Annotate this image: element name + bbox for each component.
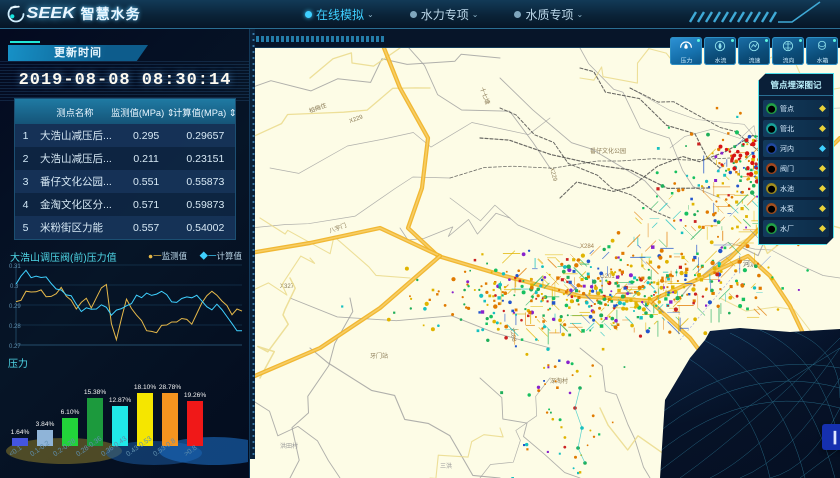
svg-text:牙门站: 牙门站 bbox=[370, 352, 388, 360]
svg-text:0.28: 0.28 bbox=[9, 324, 21, 330]
svg-text:0.27: 0.27 bbox=[9, 344, 21, 350]
svg-text:三洪: 三洪 bbox=[440, 462, 452, 470]
svg-text:0.29: 0.29 bbox=[9, 304, 21, 310]
svg-text:X229: X229 bbox=[349, 114, 365, 125]
svg-text:深淘村: 深淘村 bbox=[550, 377, 568, 385]
svg-text:0.3: 0.3 bbox=[10, 284, 19, 290]
svg-text:0.31: 0.31 bbox=[9, 264, 21, 270]
svg-text:X229: X229 bbox=[548, 167, 558, 183]
svg-text:X284: X284 bbox=[580, 244, 595, 250]
svg-text:十七塘: 十七塘 bbox=[478, 86, 492, 106]
svg-text:八字门: 八字门 bbox=[328, 221, 348, 235]
